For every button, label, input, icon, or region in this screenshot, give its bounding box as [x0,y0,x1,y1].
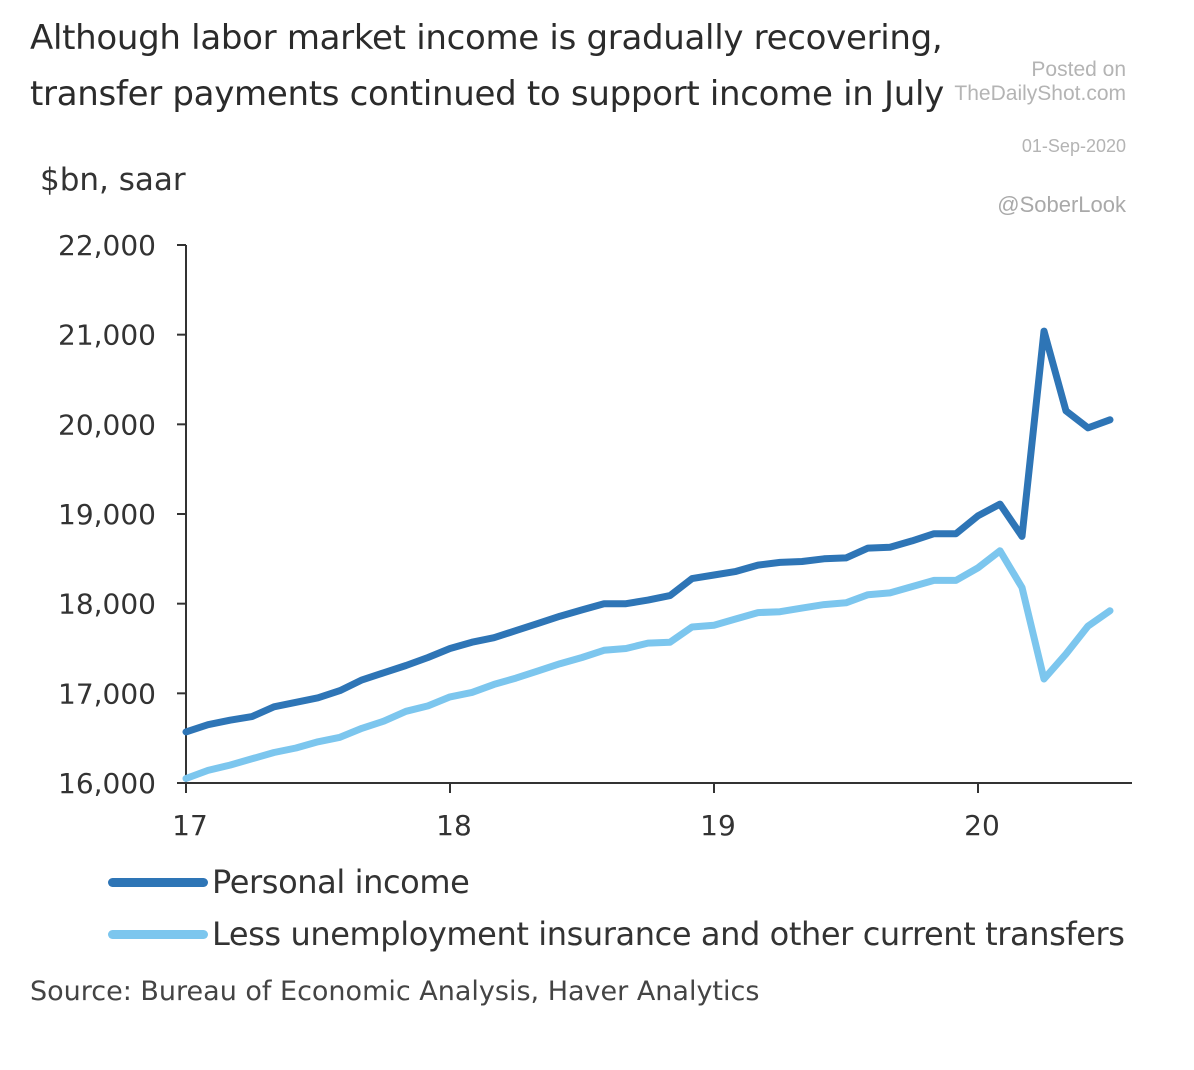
y-tick-label: 19,000 [58,498,156,531]
source-note: Source: Bureau of Economic Analysis, Hav… [30,976,760,1007]
y-tick-label: 18,000 [58,588,156,621]
watermark-handle: @SoberLook [997,192,1126,217]
x-tick-label: 17 [172,809,208,842]
y-tick-label: 17,000 [58,677,156,710]
y-tick-label: 20,000 [58,408,156,441]
watermark-site: Posted on TheDailyShot.com [954,58,1126,106]
legend-swatch-personal-income [108,878,208,887]
title-line-1: Although labor market income is graduall… [30,18,943,58]
title-line-2: transfer payments continued to support i… [30,74,944,114]
y-axis-unit-label: $bn, saar [40,162,186,198]
y-tick-label: 22,000 [58,229,156,262]
watermark-posted-on: Posted on [1031,58,1126,81]
series-line-less-transfers [182,547,1114,782]
x-tick-label: 18 [436,809,472,842]
y-tick-label: 16,000 [58,767,156,800]
series-line-personal-income [182,327,1114,736]
x-tick-label: 19 [700,809,736,842]
watermark-date: 01-Sep-2020 [1021,136,1126,156]
x-tick-label: 20 [964,809,1000,842]
watermark-site-name: TheDailyShot.com [954,82,1126,105]
line-chart: 16,000 17,000 18,000 19,000 20,000 21,000 22,0… [58,229,1132,842]
y-tick-label: 21,000 [58,319,156,352]
legend-label-personal-income: Personal income [212,863,470,901]
legend-label-less-transfers: Less unemployment insurance and other cu… [212,915,1125,953]
chart-title: Although labor market income is graduall… [30,10,1130,122]
legend-swatch-less-transfers [108,930,208,939]
